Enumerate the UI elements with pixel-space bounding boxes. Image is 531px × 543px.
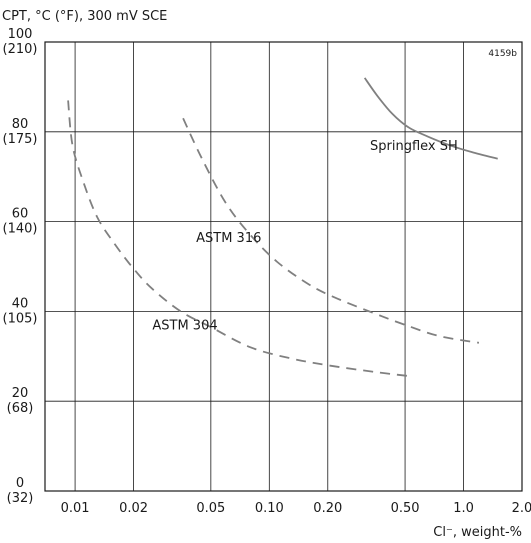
y-tick-label: 100 bbox=[8, 27, 33, 42]
plot-frame bbox=[44, 41, 523, 492]
y-tick-sublabel: (105) bbox=[3, 311, 38, 326]
series-labels: Springflex SH ASTM 316 ASTM 304 bbox=[152, 139, 457, 334]
series-label: Springflex SH bbox=[370, 139, 458, 154]
x-tick-label: 0.05 bbox=[196, 501, 225, 516]
y-tick-label: 0 bbox=[16, 476, 24, 491]
figure-code: 4159b bbox=[488, 49, 517, 59]
curves bbox=[67, 77, 498, 378]
y-tick-label: 60 bbox=[12, 207, 29, 222]
x-tick-label: 0.20 bbox=[313, 501, 342, 516]
x-tick-labels: 0.01 0.02 0.05 0.10 0.20 0.50 1.0 2.0 bbox=[61, 501, 531, 516]
x-tick-label: 0.02 bbox=[119, 501, 148, 516]
x-tick-label: 1.0 bbox=[453, 501, 474, 516]
y-tick-sublabel: (175) bbox=[3, 132, 38, 147]
series-line-astm-316 bbox=[182, 117, 480, 344]
series-label: ASTM 304 bbox=[152, 318, 217, 333]
series-line-astm-304 bbox=[67, 100, 414, 378]
y-tick-sublabel: (68) bbox=[7, 401, 34, 416]
y-axis-label: CPT, °C (°F), 300 mV SCE bbox=[2, 9, 167, 24]
y-tick-sublabel: (140) bbox=[3, 222, 38, 237]
y-tick-label: 40 bbox=[12, 296, 29, 311]
y-tick-label: 80 bbox=[12, 117, 29, 132]
x-tick-label: 0.01 bbox=[61, 501, 90, 516]
y-tick-label: 20 bbox=[12, 386, 29, 401]
y-tick-labels: 0(32) 20(68) 40(105) 60(140) 80(175) 100(210) bbox=[3, 27, 38, 506]
series-line-springflex-sh bbox=[363, 77, 498, 160]
x-axis-label: Cl⁻, weight-% bbox=[433, 525, 522, 540]
x-tick-label: 0.50 bbox=[391, 501, 420, 516]
x-tick-label: 0.10 bbox=[255, 501, 284, 516]
y-tick-sublabel: (210) bbox=[3, 42, 38, 57]
grid bbox=[45, 42, 523, 491]
y-tick-sublabel: (32) bbox=[7, 491, 34, 506]
series-label: ASTM 316 bbox=[196, 231, 261, 246]
x-tick-label: 2.0 bbox=[512, 501, 531, 516]
